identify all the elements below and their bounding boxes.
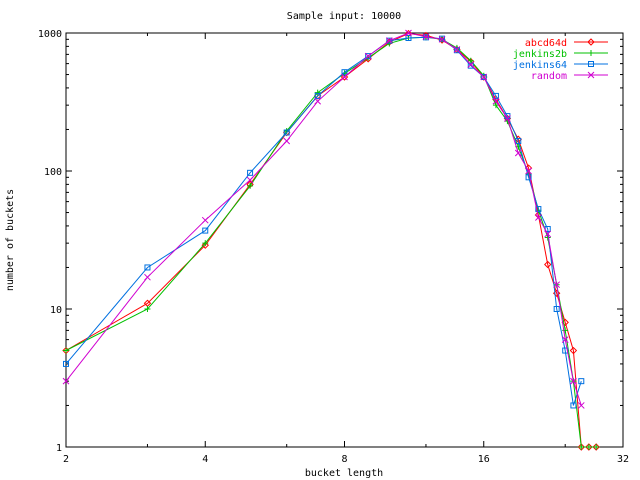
data-point <box>535 206 542 213</box>
data-point <box>480 73 488 81</box>
data-point <box>341 69 348 76</box>
data-point <box>588 50 594 56</box>
data-point <box>585 444 592 450</box>
data-point <box>492 97 500 105</box>
data-point <box>144 306 151 312</box>
data-point <box>364 52 372 60</box>
data-point <box>247 182 254 189</box>
data-point <box>587 38 595 46</box>
y-tick-label: 10 <box>50 305 62 316</box>
series-line <box>65 33 597 448</box>
data-point <box>578 378 585 385</box>
data-point <box>514 149 522 157</box>
data-point <box>569 346 578 355</box>
x-tick-label: 32 <box>617 454 629 465</box>
data-point <box>504 115 511 122</box>
data-point <box>365 53 372 60</box>
y-tick-label: 1 <box>56 443 62 454</box>
series-layer <box>62 29 600 451</box>
data-point <box>438 35 446 43</box>
data-point <box>562 327 569 334</box>
x-tick-label: 8 <box>341 454 347 465</box>
x-tick-label: 2 <box>63 454 69 465</box>
data-point <box>570 402 577 409</box>
data-point <box>515 137 522 144</box>
data-point <box>144 273 151 281</box>
data-point <box>202 227 209 234</box>
legend-label: random <box>531 71 567 82</box>
data-point <box>544 260 552 269</box>
data-point <box>246 176 254 184</box>
plot-area <box>65 32 624 448</box>
legend-label: jenkins2b <box>513 49 567 60</box>
series-jenkins2b <box>63 34 600 450</box>
data-point <box>588 61 594 67</box>
data-point <box>314 89 321 96</box>
series-abcd64d <box>62 29 600 451</box>
data-point <box>480 73 487 80</box>
data-point <box>144 264 151 271</box>
data-point <box>453 46 461 53</box>
data-point <box>525 167 532 175</box>
series-jenkins64 <box>63 34 585 409</box>
data-point <box>405 29 412 37</box>
data-point <box>62 377 70 385</box>
data-point <box>535 214 542 221</box>
axis-ticks: 2 4 8 16 32 1 10 100 1000 <box>38 29 629 465</box>
data-point <box>283 129 290 136</box>
data-point <box>341 73 348 81</box>
data-point <box>385 37 393 45</box>
x-axis-label: bucket length <box>305 468 383 479</box>
data-point <box>314 97 322 105</box>
data-point <box>247 169 254 176</box>
data-point <box>544 230 552 238</box>
legend-label: abcd64d <box>525 38 567 49</box>
chart-title: Sample input: 10000 <box>287 11 401 22</box>
data-point <box>314 92 321 99</box>
data-point <box>570 377 577 385</box>
data-point <box>578 444 585 450</box>
data-point <box>201 216 209 224</box>
x-tick-label: 4 <box>202 454 208 465</box>
y-tick-label: 100 <box>44 167 62 178</box>
data-point <box>525 174 532 181</box>
data-point <box>63 347 69 354</box>
data-point <box>561 336 569 343</box>
series-random <box>62 29 585 409</box>
data-point <box>340 73 349 81</box>
data-point <box>405 34 412 41</box>
data-point <box>63 360 69 367</box>
data-point <box>201 241 209 249</box>
y-axis-label: number of buckets <box>5 189 16 291</box>
data-point <box>593 444 600 450</box>
data-point <box>422 33 430 41</box>
data-point <box>553 281 561 289</box>
legend-label: jenkins64 <box>513 60 567 71</box>
data-point <box>553 306 560 312</box>
data-point <box>283 137 291 145</box>
y-tick-label: 1000 <box>38 29 62 40</box>
data-point <box>467 62 474 69</box>
data-point <box>467 61 475 68</box>
data-point <box>386 37 393 44</box>
series-line <box>65 36 597 448</box>
x-tick-label: 16 <box>478 454 490 465</box>
data-point <box>202 240 209 247</box>
data-point <box>577 402 585 409</box>
data-point <box>453 47 460 54</box>
series-line <box>65 36 582 406</box>
data-point <box>587 71 595 79</box>
